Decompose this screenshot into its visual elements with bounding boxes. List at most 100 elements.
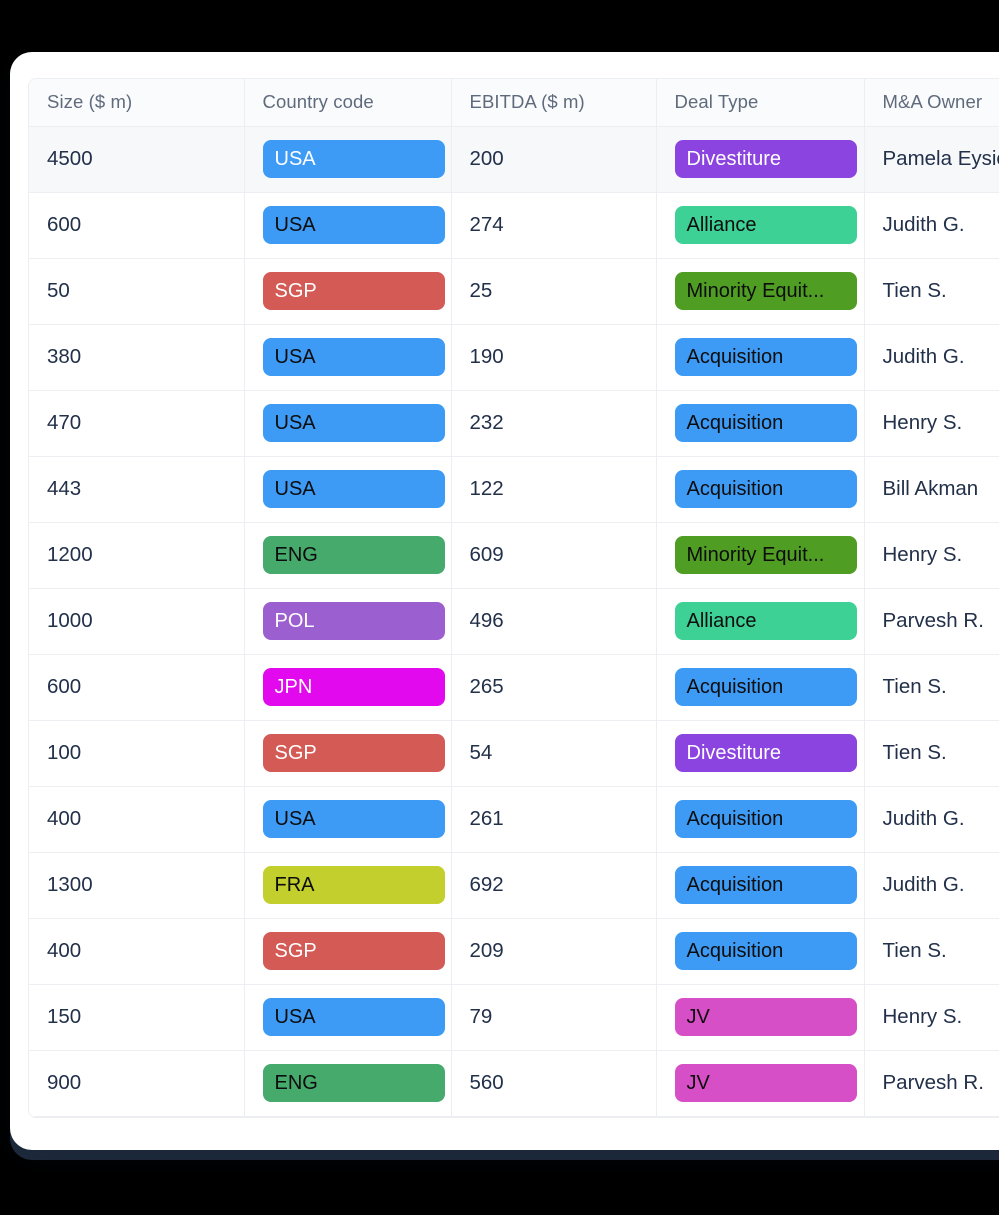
cell-owner: Tien S.: [864, 918, 999, 985]
deal-type-badge[interactable]: Divestiture: [674, 140, 857, 178]
deal-type-badge[interactable]: Acquisition: [674, 668, 857, 706]
table-row[interactable]: 1000 POL 496 Alliance Parvesh R.: [29, 588, 999, 655]
deals-table-container[interactable]: Size ($ m) Country code EBITDA ($ m) Dea…: [28, 78, 999, 1118]
country-code-badge[interactable]: USA: [262, 800, 445, 838]
cell-deal-type: Acquisition: [656, 786, 865, 853]
cell-ebitda: 609: [451, 522, 657, 589]
cell-size: 400: [29, 786, 245, 853]
country-code-badge[interactable]: USA: [262, 998, 445, 1036]
table-row[interactable]: 100 SGP 54 Divestiture Tien S.: [29, 720, 999, 787]
cell-owner: Henry S.: [864, 390, 999, 457]
cell-country-code: POL: [244, 588, 452, 655]
table-row[interactable]: 400 SGP 209 Acquisition Tien S.: [29, 918, 999, 985]
column-header-country[interactable]: Country code: [244, 79, 452, 127]
cell-country-code: SGP: [244, 258, 452, 325]
deal-type-badge[interactable]: Minority Equit...: [674, 272, 857, 310]
cell-country-code: USA: [244, 456, 452, 523]
header-row: Size ($ m) Country code EBITDA ($ m) Dea…: [29, 79, 999, 127]
table-row[interactable]: 900 ENG 560 JV Parvesh R.: [29, 1050, 999, 1117]
country-code-badge[interactable]: ENG: [262, 1064, 445, 1102]
cell-size: 900: [29, 1050, 245, 1117]
cell-size: 470: [29, 390, 245, 457]
cell-size: 1000: [29, 588, 245, 655]
cell-owner: Henry S.: [864, 984, 999, 1051]
cell-deal-type: Minority Equit...: [656, 258, 865, 325]
country-code-badge[interactable]: ENG: [262, 536, 445, 574]
cell-owner: Tien S.: [864, 720, 999, 787]
cell-deal-type: Divestiture: [656, 126, 865, 193]
country-code-badge[interactable]: FRA: [262, 866, 445, 904]
column-header-owner[interactable]: M&A Owner: [864, 79, 999, 127]
column-header-ebitda[interactable]: EBITDA ($ m): [451, 79, 657, 127]
cell-country-code: SGP: [244, 918, 452, 985]
deal-type-badge[interactable]: Acquisition: [674, 338, 857, 376]
table-row[interactable]: 50 SGP 25 Minority Equit... Tien S.: [29, 258, 999, 325]
country-code-badge[interactable]: USA: [262, 470, 445, 508]
cell-country-code: JPN: [244, 654, 452, 721]
cell-ebitda: 261: [451, 786, 657, 853]
cell-ebitda: 560: [451, 1050, 657, 1117]
cell-owner: Tien S.: [864, 654, 999, 721]
deal-type-badge[interactable]: Divestiture: [674, 734, 857, 772]
cell-size: 50: [29, 258, 245, 325]
table-row[interactable]: 380 USA 190 Acquisition Judith G.: [29, 324, 999, 391]
table-card: Size ($ m) Country code EBITDA ($ m) Dea…: [10, 52, 999, 1150]
cell-size: 100: [29, 720, 245, 787]
country-code-badge[interactable]: USA: [262, 404, 445, 442]
country-code-badge[interactable]: SGP: [262, 272, 445, 310]
cell-ebitda: 54: [451, 720, 657, 787]
deal-type-badge[interactable]: Acquisition: [674, 932, 857, 970]
country-code-badge[interactable]: USA: [262, 338, 445, 376]
cell-size: 600: [29, 654, 245, 721]
cell-ebitda: 79: [451, 984, 657, 1051]
country-code-badge[interactable]: POL: [262, 602, 445, 640]
cell-deal-type: Alliance: [656, 192, 865, 259]
table-row[interactable]: 600 USA 274 Alliance Judith G.: [29, 192, 999, 259]
cell-deal-type: Acquisition: [656, 456, 865, 523]
deal-type-badge[interactable]: JV: [674, 998, 857, 1036]
cell-deal-type: Acquisition: [656, 852, 865, 919]
cell-ebitda: 200: [451, 126, 657, 193]
deal-type-badge[interactable]: Acquisition: [674, 404, 857, 442]
country-code-badge[interactable]: SGP: [262, 932, 445, 970]
table-row[interactable]: 443 USA 122 Acquisition Bill Akman: [29, 456, 999, 523]
deals-table: Size ($ m) Country code EBITDA ($ m) Dea…: [29, 79, 999, 1117]
country-code-badge[interactable]: JPN: [262, 668, 445, 706]
cell-ebitda: 190: [451, 324, 657, 391]
cell-size: 443: [29, 456, 245, 523]
column-header-deal[interactable]: Deal Type: [656, 79, 865, 127]
table-row[interactable]: 1300 FRA 692 Acquisition Judith G.: [29, 852, 999, 919]
deal-type-badge[interactable]: JV: [674, 1064, 857, 1102]
cell-country-code: FRA: [244, 852, 452, 919]
country-code-badge[interactable]: USA: [262, 206, 445, 244]
country-code-badge[interactable]: USA: [262, 140, 445, 178]
cell-ebitda: 265: [451, 654, 657, 721]
table-row[interactable]: 150 USA 79 JV Henry S.: [29, 984, 999, 1051]
deal-type-badge[interactable]: Acquisition: [674, 866, 857, 904]
table-row[interactable]: 4500 USA 200 Divestiture Pamela Eysie: [29, 126, 999, 193]
cell-ebitda: 496: [451, 588, 657, 655]
cell-ebitda: 274: [451, 192, 657, 259]
cell-country-code: SGP: [244, 720, 452, 787]
deal-type-badge[interactable]: Minority Equit...: [674, 536, 857, 574]
table-body: 4500 USA 200 Divestiture Pamela Eysie 600 USA 2…: [29, 126, 999, 1117]
table-row[interactable]: 600 JPN 265 Acquisition Tien S.: [29, 654, 999, 721]
cell-size: 1200: [29, 522, 245, 589]
deal-type-badge[interactable]: Acquisition: [674, 470, 857, 508]
cell-deal-type: Acquisition: [656, 654, 865, 721]
cell-deal-type: JV: [656, 984, 865, 1051]
deal-type-badge[interactable]: Alliance: [674, 602, 857, 640]
deal-type-badge[interactable]: Acquisition: [674, 800, 857, 838]
cell-deal-type: Acquisition: [656, 918, 865, 985]
cell-owner: Judith G.: [864, 852, 999, 919]
table-row[interactable]: 1200 ENG 609 Minority Equit... Henry S.: [29, 522, 999, 589]
column-header-size[interactable]: Size ($ m): [29, 79, 245, 127]
country-code-badge[interactable]: SGP: [262, 734, 445, 772]
cell-ebitda: 692: [451, 852, 657, 919]
table-row[interactable]: 400 USA 261 Acquisition Judith G.: [29, 786, 999, 853]
deal-type-badge[interactable]: Alliance: [674, 206, 857, 244]
cell-country-code: ENG: [244, 1050, 452, 1117]
cell-ebitda: 209: [451, 918, 657, 985]
table-row[interactable]: 470 USA 232 Acquisition Henry S.: [29, 390, 999, 457]
